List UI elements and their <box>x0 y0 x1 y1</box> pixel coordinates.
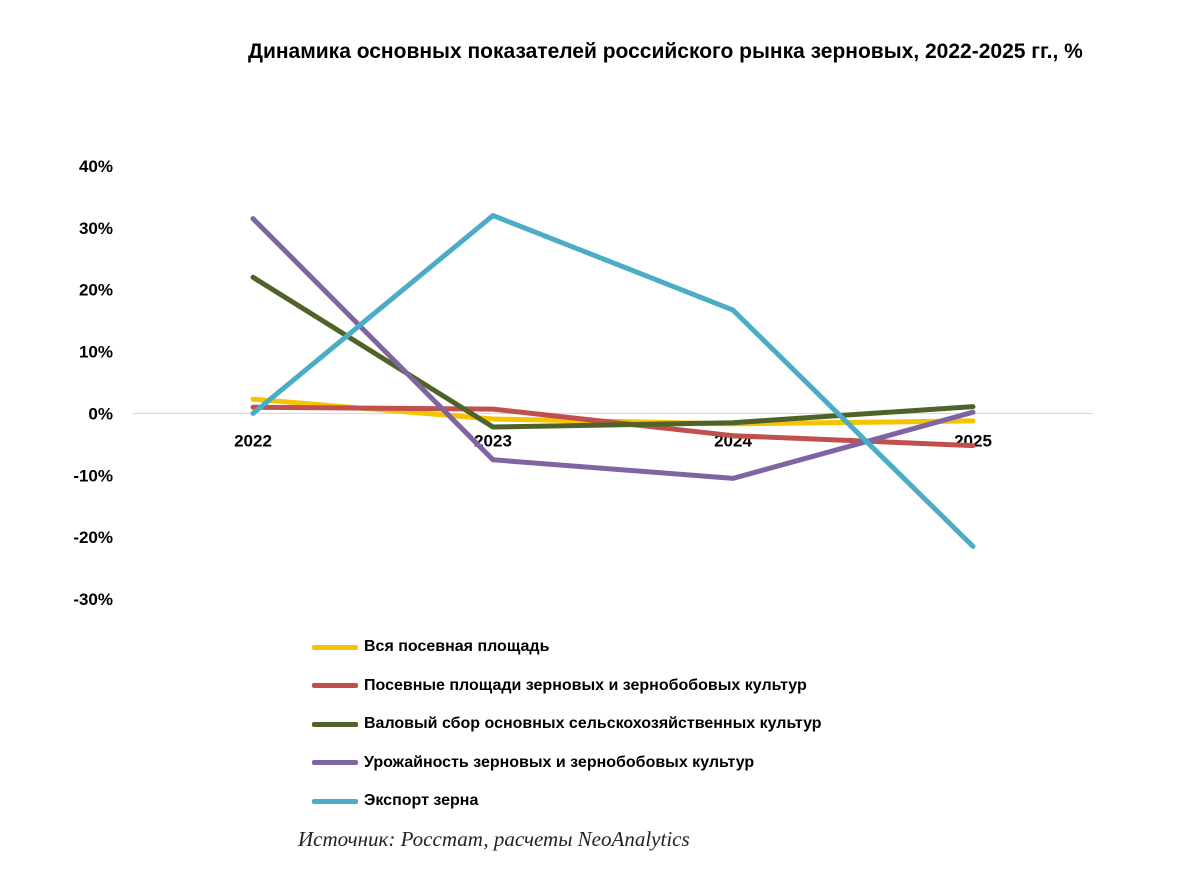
legend-swatch <box>312 721 358 727</box>
y-tick-label: 40% <box>79 157 113 176</box>
legend-label: Валовый сбор основных сельскохозяйственн… <box>364 715 822 733</box>
legend-item[interactable]: Посевные площади зерновых и зернобобовых… <box>312 667 822 706</box>
legend-label: Посевные площади зерновых и зернобобовых… <box>364 676 807 694</box>
legend-swatch <box>312 798 358 804</box>
source-note: Источник: Росстат, расчеты NeoAnalytics <box>298 827 690 851</box>
y-tick-label: -30% <box>73 590 113 609</box>
series-line[interactable] <box>250 213 976 549</box>
legend-swatch <box>312 644 358 650</box>
y-tick-label: 20% <box>79 281 113 300</box>
series-line[interactable] <box>250 274 976 430</box>
chart-title: Динамика основных показателей российског… <box>248 40 1083 63</box>
y-tick-label: 10% <box>79 343 113 362</box>
x-tick-label: 2022 <box>234 431 272 450</box>
chart-legend: Вся посевная площадь Посевные площади зе… <box>312 628 822 821</box>
legend-item[interactable]: Урожайность зерновых и зернобобовых куль… <box>312 744 822 783</box>
y-tick-label: -10% <box>73 466 113 485</box>
y-tick-label: 0% <box>88 404 113 423</box>
legend-item[interactable]: Валовый сбор основных сельскохозяйственн… <box>312 705 822 744</box>
x-tick-label: 2023 <box>474 431 512 450</box>
y-tick-label: 30% <box>79 219 113 238</box>
series-line[interactable] <box>250 216 976 481</box>
y-tick-label: -20% <box>73 528 113 547</box>
legend-item[interactable]: Экспорт зерна <box>312 782 822 821</box>
legend-label: Экспорт зерна <box>364 792 479 810</box>
legend-swatch <box>312 760 358 766</box>
legend-label: Урожайность зерновых и зернобобовых куль… <box>364 753 755 771</box>
legend-label: Вся посевная площадь <box>364 638 550 656</box>
legend-item[interactable]: Вся посевная площадь <box>312 628 822 667</box>
legend-swatch <box>312 683 358 689</box>
